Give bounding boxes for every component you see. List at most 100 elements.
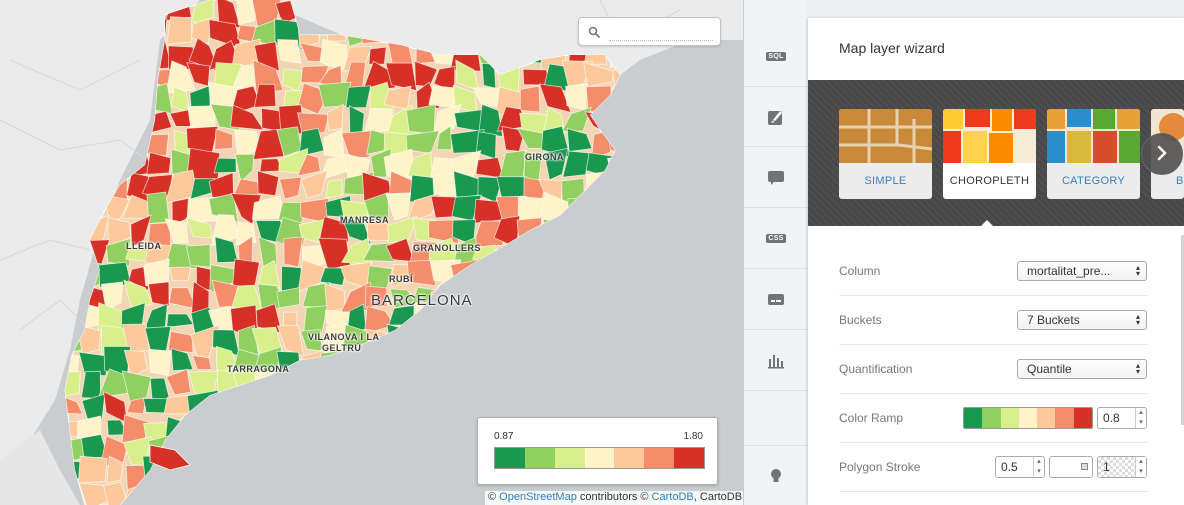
municipality-polygon[interactable] — [585, 258, 615, 288]
municipality-polygon[interactable] — [298, 460, 326, 487]
municipality-polygon[interactable] — [458, 348, 485, 381]
municipality-polygon[interactable] — [254, 457, 287, 489]
municipality-polygon[interactable] — [449, 312, 478, 337]
municipality-polygon[interactable] — [326, 103, 344, 131]
municipality-polygon[interactable] — [475, 391, 503, 421]
map-search-box[interactable] — [578, 17, 721, 46]
municipality-polygon[interactable] — [405, 397, 436, 417]
municipality-polygon[interactable] — [408, 354, 437, 378]
municipality-polygon[interactable] — [342, 457, 374, 487]
municipality-polygon[interactable] — [567, 197, 588, 227]
municipality-polygon[interactable] — [339, 389, 365, 425]
municipality-polygon[interactable] — [186, 389, 219, 424]
municipality-polygon[interactable] — [587, 355, 613, 379]
municipality-polygon[interactable] — [254, 371, 283, 392]
municipality-polygon[interactable] — [432, 411, 457, 439]
municipality-polygon[interactable] — [187, 437, 220, 467]
municipality-polygon[interactable] — [434, 481, 458, 505]
municipality-polygon[interactable] — [606, 261, 636, 289]
municipality-polygon[interactable] — [609, 112, 632, 138]
municipality-polygon[interactable] — [543, 147, 569, 181]
stepper-icon[interactable]: ▴ ▾ — [1033, 457, 1044, 477]
municipality-polygon[interactable] — [144, 485, 175, 505]
municipality-polygon[interactable] — [273, 391, 303, 424]
municipality-polygon[interactable] — [253, 83, 277, 108]
municipality-polygon[interactable] — [81, 393, 106, 422]
stepper-icon[interactable]: ▴ ▾ — [1135, 408, 1146, 428]
tool-filters[interactable] — [744, 331, 808, 391]
municipality-polygon[interactable] — [564, 346, 588, 374]
stroke-color-picker[interactable] — [1049, 456, 1093, 478]
municipality-polygon[interactable] — [387, 477, 413, 505]
municipality-polygon[interactable] — [325, 478, 351, 505]
municipality-polygon[interactable] — [144, 133, 170, 157]
municipality-polygon[interactable] — [191, 16, 215, 45]
municipality-polygon[interactable] — [189, 457, 217, 488]
municipality-polygon[interactable] — [407, 456, 439, 488]
municipality-polygon[interactable] — [451, 455, 479, 485]
stroke-opacity-input[interactable]: 1 ▴ ▾ — [1097, 456, 1147, 478]
municipality-polygon[interactable] — [517, 326, 546, 355]
tool-sql[interactable]: SQL — [744, 27, 808, 87]
quantification-select[interactable]: Quantile ▴ ▾ — [1017, 359, 1147, 379]
municipality-polygon[interactable] — [274, 480, 301, 505]
municipality-polygon[interactable] — [168, 330, 194, 354]
municipality-polygon[interactable] — [234, 153, 255, 183]
municipality-polygon[interactable] — [236, 0, 257, 26]
municipality-polygon[interactable] — [583, 61, 614, 87]
municipality-polygon[interactable] — [405, 435, 436, 468]
municipality-polygon[interactable] — [516, 257, 549, 292]
municipality-polygon[interactable] — [436, 125, 452, 151]
municipality-polygon[interactable] — [363, 192, 390, 224]
municipality-polygon[interactable] — [561, 106, 592, 132]
municipality-polygon[interactable] — [587, 370, 612, 400]
municipality-polygon[interactable] — [322, 393, 346, 424]
municipality-polygon[interactable] — [542, 218, 571, 243]
municipality-polygon[interactable] — [185, 244, 211, 268]
municipality-polygon[interactable] — [146, 151, 172, 175]
municipality-polygon[interactable] — [386, 215, 418, 244]
municipality-polygon[interactable] — [303, 305, 328, 334]
choropleth-map[interactable] — [0, 0, 743, 505]
municipality-polygon[interactable] — [103, 194, 131, 225]
municipality-polygon[interactable] — [428, 219, 460, 245]
municipality-polygon[interactable] — [123, 279, 154, 310]
municipality-polygon[interactable] — [102, 481, 130, 505]
municipality-polygon[interactable] — [562, 150, 592, 178]
municipality-polygon[interactable] — [210, 479, 233, 503]
municipality-polygon[interactable] — [165, 60, 196, 95]
municipality-polygon[interactable] — [384, 413, 408, 441]
stroke-width-input[interactable]: 0.5 ▴ ▾ — [995, 456, 1045, 478]
wizard-type-simple[interactable]: SIMPLE — [839, 109, 932, 199]
municipality-polygon[interactable] — [519, 85, 541, 113]
municipality-polygon[interactable] — [230, 415, 257, 440]
municipality-polygon[interactable] — [494, 260, 521, 289]
color-ramp-opacity-input[interactable]: 0.8 ▴ ▾ — [1097, 407, 1147, 429]
municipality-polygon[interactable] — [472, 303, 506, 330]
municipality-polygon[interactable] — [405, 373, 440, 395]
municipality-polygon[interactable] — [345, 85, 372, 109]
wizard-next-button[interactable] — [1141, 133, 1183, 175]
municipality-polygon[interactable] — [610, 280, 633, 315]
municipality-polygon[interactable] — [537, 302, 572, 332]
municipality-polygon[interactable] — [165, 416, 194, 441]
municipality-polygon[interactable] — [208, 391, 243, 424]
municipality-polygon[interactable] — [431, 346, 460, 373]
municipality-polygon[interactable] — [569, 325, 591, 354]
municipality-polygon[interactable] — [411, 416, 441, 443]
municipality-polygon[interactable] — [300, 434, 331, 468]
municipality-polygon[interactable] — [295, 412, 327, 440]
municipality-polygon[interactable] — [385, 192, 412, 221]
municipality-polygon[interactable] — [495, 371, 526, 395]
municipality-polygon[interactable] — [257, 435, 285, 469]
municipality-polygon[interactable] — [369, 394, 397, 422]
municipality-polygon[interactable] — [406, 259, 437, 287]
municipality-polygon[interactable] — [296, 153, 321, 177]
municipality-polygon[interactable] — [387, 435, 414, 464]
municipality-polygon[interactable] — [101, 281, 124, 310]
openstreetmap-link[interactable]: OpenStreetMap — [499, 491, 577, 503]
municipality-polygon[interactable] — [319, 216, 349, 243]
municipality-polygon[interactable] — [364, 434, 389, 468]
municipality-polygon[interactable] — [169, 266, 192, 282]
municipality-polygon[interactable] — [583, 301, 615, 331]
